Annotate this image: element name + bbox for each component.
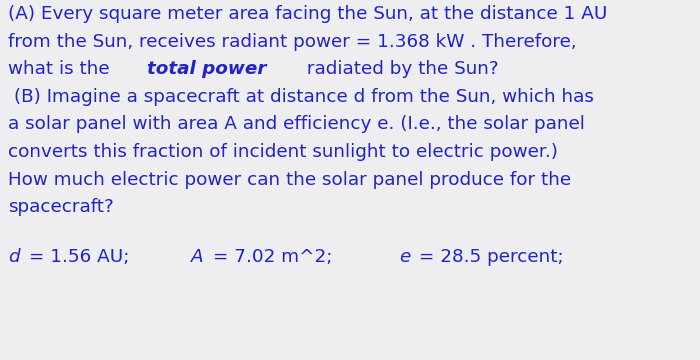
Text: radiated by the Sun?: radiated by the Sun?	[301, 60, 498, 78]
Text: spacecraft?: spacecraft?	[8, 198, 113, 216]
Text: How much electric power can the solar panel produce for the: How much electric power can the solar pa…	[8, 171, 571, 189]
Text: a solar panel with area A and efficiency e. (I.e., the solar panel: a solar panel with area A and efficiency…	[8, 115, 585, 133]
Text: (B) Imagine a spacecraft at distance d from the Sun, which has: (B) Imagine a spacecraft at distance d f…	[8, 88, 594, 106]
Text: d: d	[8, 248, 20, 266]
Text: A: A	[190, 248, 203, 266]
Text: (A) Every square meter area facing the Sun, at the distance 1 AU: (A) Every square meter area facing the S…	[8, 5, 608, 23]
Text: what is the: what is the	[8, 60, 116, 78]
Text: converts this fraction of incident sunlight to electric power.): converts this fraction of incident sunli…	[8, 143, 558, 161]
Text: e: e	[399, 248, 410, 266]
Text: from the Sun, receives radiant power = 1.368 kW . Therefore,: from the Sun, receives radiant power = 1…	[8, 33, 577, 51]
Text: = 7.02 m^2;: = 7.02 m^2;	[207, 248, 356, 266]
Text: = 1.56 AU;: = 1.56 AU;	[23, 248, 153, 266]
Text: total power: total power	[147, 60, 266, 78]
Text: = 28.5 percent;: = 28.5 percent;	[414, 248, 564, 266]
